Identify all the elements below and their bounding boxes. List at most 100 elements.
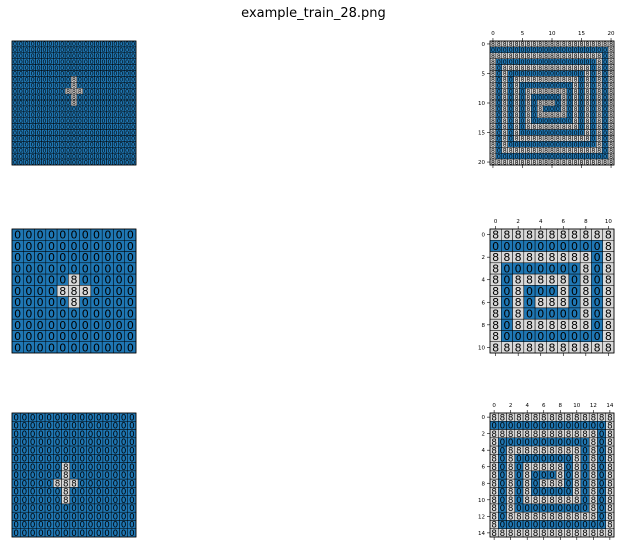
cell-value-label: 0	[594, 330, 601, 343]
cell-value-label: 0	[541, 455, 547, 465]
cell-value-label: 0	[591, 100, 595, 107]
cell-value-label: 0	[54, 77, 58, 84]
cell-value-label: 0	[526, 308, 533, 321]
cell-value-label: 8	[580, 53, 584, 60]
cell-value-label: 0	[566, 471, 572, 481]
cell-value-label: 0	[497, 100, 501, 107]
cell-value-label: 0	[102, 106, 106, 113]
cell-value-label: 8	[571, 319, 578, 332]
cell-value-label: 0	[55, 529, 61, 539]
y-tick-label: 15	[478, 131, 485, 137]
cell-value-label: 0	[131, 65, 135, 72]
cell-value-label: 8	[515, 296, 522, 309]
cell-value-label: 8	[526, 65, 530, 72]
cell-value-label: 0	[96, 422, 102, 432]
cell-value-label: 0	[82, 251, 89, 264]
cell-value-label: 0	[25, 319, 32, 332]
cell-value-label: 8	[609, 94, 613, 101]
cell-value-label: 0	[43, 83, 47, 90]
cell-value-label: 0	[497, 136, 501, 143]
cell-value-label: 8	[72, 88, 76, 95]
cell-value-label: 0	[509, 112, 513, 119]
cell-value-label: 8	[491, 471, 497, 481]
cell-value-label: 0	[48, 130, 52, 137]
cell-value-label: 8	[605, 308, 612, 321]
cell-value-label: 8	[582, 308, 589, 321]
cell-value-label: 8	[580, 136, 584, 143]
cell-value-label: 0	[48, 142, 52, 149]
cell-value-label: 8	[609, 106, 613, 113]
cell-value-label: 0	[71, 521, 77, 531]
cell-value-label: 0	[82, 296, 89, 309]
cell-value-label: 0	[127, 285, 134, 298]
cell-value-label: 0	[13, 153, 17, 160]
cell-value-label: 8	[541, 496, 547, 506]
cell-value-label: 8	[503, 341, 510, 354]
cell-value-label: 0	[556, 71, 560, 78]
cell-value-label: 0	[30, 422, 36, 432]
cell-value-label: 0	[66, 100, 70, 107]
cell-value-label: 8	[503, 77, 507, 84]
cell-value-label: 8	[549, 341, 556, 354]
cell-value-label: 0	[521, 106, 525, 113]
cell-value-label: 0	[54, 59, 58, 66]
cell-value-label: 0	[31, 106, 35, 113]
cell-value-label: 0	[102, 124, 106, 131]
cell-value-label: 0	[84, 94, 88, 101]
cell-value-label: 8	[591, 504, 597, 514]
cell-value-label: 8	[550, 65, 554, 72]
cell-value-label: 0	[80, 438, 86, 448]
cell-value-label: 0	[59, 296, 66, 309]
cell-value-label: 0	[521, 124, 525, 131]
cell-value-label: 8	[591, 53, 595, 60]
cell-value-label: 0	[66, 112, 70, 119]
x-tick-label: 15	[578, 31, 585, 37]
cell-value-label: 0	[566, 521, 572, 531]
cell-value-label: 0	[556, 153, 560, 160]
cell-value-label: 0	[125, 59, 129, 66]
cell-value-label: 0	[603, 153, 607, 160]
cell-value-label: 8	[492, 274, 499, 287]
cell-value-label: 0	[37, 47, 41, 54]
cell-value-label: 0	[46, 413, 52, 423]
cell-value-label: 8	[491, 479, 497, 489]
cell-value-label: 0	[31, 59, 35, 66]
cell-value-label: 0	[46, 496, 52, 506]
cell-value-label: 0	[131, 59, 135, 66]
cell-value-label: 0	[38, 504, 44, 514]
cell-value-label: 0	[102, 153, 106, 160]
cell-value-label: 0	[532, 112, 536, 119]
cell-value-label: 0	[25, 118, 29, 125]
cell-value-label: 0	[591, 136, 595, 143]
cell-value-label: 0	[48, 285, 55, 298]
cell-value-label: 8	[63, 496, 69, 506]
cell-value-label: 0	[107, 118, 111, 125]
cell-value-label: 0	[55, 496, 61, 506]
cell-value-label: 0	[60, 47, 64, 54]
cell-value-label: 0	[96, 153, 100, 160]
cell-value-label: 0	[13, 463, 19, 473]
cell-value-label: 0	[66, 147, 70, 154]
cell-value-label: 0	[80, 488, 86, 498]
cell-value-label: 0	[96, 130, 100, 137]
cell-value-label: 0	[37, 112, 41, 119]
cell-value-label: 0	[538, 153, 542, 160]
cell-value-label: 0	[22, 471, 28, 481]
cell-value-label: 0	[516, 438, 522, 448]
cell-value-label: 0	[574, 59, 578, 66]
cell-value-label: 0	[599, 521, 605, 531]
cell-value-label: 0	[113, 112, 117, 119]
cell-value-label: 8	[550, 147, 554, 154]
cell-value-label: 0	[594, 285, 601, 298]
y-tick-label: 2	[482, 432, 486, 438]
cell-value-label: 0	[591, 59, 595, 66]
cell-value-label: 0	[599, 438, 605, 448]
cell-value-label: 0	[538, 118, 542, 125]
cell-value-label: 8	[597, 83, 601, 90]
cell-value-label: 8	[549, 430, 555, 440]
cell-value-label: 0	[558, 438, 564, 448]
cell-value-label: 0	[521, 130, 525, 137]
cell-value-label: 0	[533, 471, 539, 481]
cell-value-label: 0	[119, 100, 123, 107]
cell-value-label: 0	[78, 100, 82, 107]
